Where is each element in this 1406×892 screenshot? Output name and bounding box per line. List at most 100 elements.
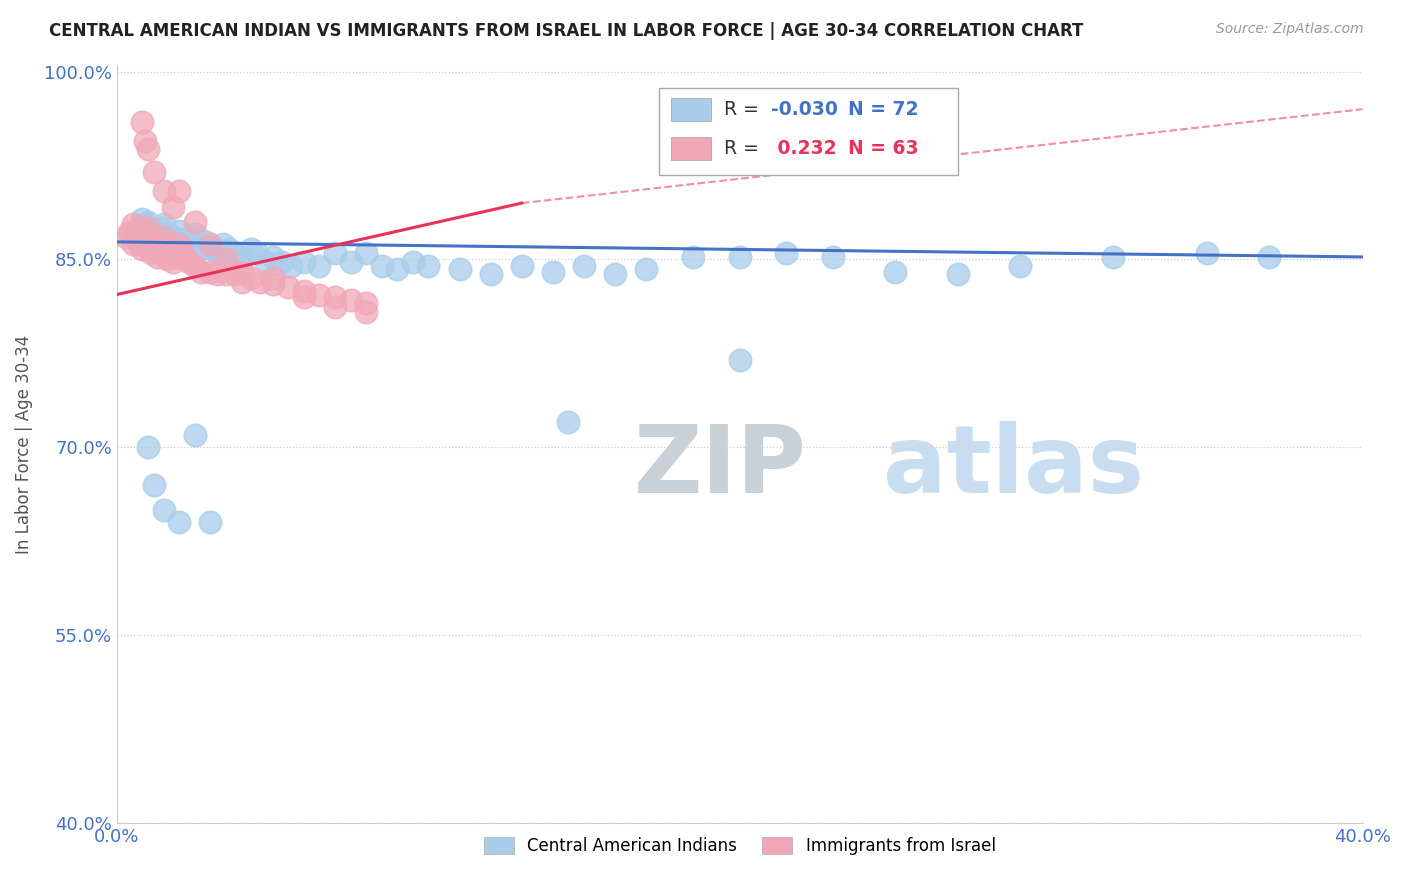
- Point: [134, 237, 156, 252]
- Point: [323, 300, 346, 314]
- Point: [323, 290, 346, 304]
- Point: [172, 246, 194, 260]
- Point: [370, 259, 392, 273]
- Point: [141, 230, 163, 244]
- Point: [354, 246, 377, 260]
- Point: [162, 246, 184, 260]
- Point: [292, 284, 315, 298]
- Text: R =: R =: [724, 138, 765, 158]
- Point: [134, 218, 156, 232]
- Point: [728, 250, 751, 264]
- Text: N = 72: N = 72: [848, 100, 918, 120]
- Point: [387, 262, 409, 277]
- Point: [200, 265, 222, 279]
- Point: [277, 280, 299, 294]
- Point: [339, 255, 361, 269]
- Point: [775, 246, 797, 260]
- Point: [143, 243, 166, 257]
- Point: [152, 230, 174, 244]
- Point: [131, 243, 153, 257]
- FancyBboxPatch shape: [671, 98, 711, 121]
- Point: [884, 265, 907, 279]
- Point: [134, 227, 156, 242]
- Point: [1258, 250, 1281, 264]
- FancyBboxPatch shape: [671, 136, 711, 160]
- Point: [224, 268, 246, 282]
- Point: [636, 262, 658, 277]
- Point: [224, 246, 246, 260]
- Point: [215, 268, 238, 282]
- Text: -0.030: -0.030: [770, 100, 838, 120]
- Point: [193, 234, 215, 248]
- Point: [152, 218, 174, 232]
- Point: [190, 243, 212, 257]
- Point: [136, 440, 159, 454]
- Point: [121, 227, 143, 242]
- Point: [136, 142, 159, 156]
- Point: [1008, 259, 1031, 273]
- Point: [174, 252, 197, 267]
- Point: [165, 250, 187, 264]
- Point: [728, 352, 751, 367]
- Point: [146, 237, 169, 252]
- Text: R =: R =: [724, 100, 765, 120]
- Point: [249, 275, 271, 289]
- Point: [202, 243, 225, 257]
- Point: [172, 234, 194, 248]
- Point: [184, 427, 207, 442]
- Point: [280, 259, 302, 273]
- Point: [184, 215, 207, 229]
- Point: [218, 243, 240, 257]
- Point: [136, 240, 159, 254]
- Point: [231, 250, 253, 264]
- Point: [180, 234, 202, 248]
- Point: [159, 243, 181, 257]
- Point: [165, 240, 187, 254]
- FancyBboxPatch shape: [659, 88, 957, 175]
- Point: [339, 293, 361, 307]
- Point: [402, 255, 425, 269]
- Point: [1195, 246, 1218, 260]
- Point: [136, 234, 159, 248]
- Point: [262, 250, 284, 264]
- Point: [136, 215, 159, 229]
- Point: [143, 478, 166, 492]
- Point: [946, 268, 969, 282]
- Point: [128, 221, 150, 235]
- Point: [449, 262, 471, 277]
- Point: [167, 184, 190, 198]
- Point: [156, 252, 179, 267]
- Point: [211, 237, 233, 252]
- Text: N = 63: N = 63: [848, 138, 918, 158]
- Point: [134, 134, 156, 148]
- Point: [256, 255, 278, 269]
- Point: [152, 503, 174, 517]
- Point: [308, 259, 330, 273]
- Point: [167, 516, 190, 530]
- Point: [292, 255, 315, 269]
- Point: [200, 240, 222, 254]
- Point: [128, 237, 150, 252]
- Point: [239, 243, 262, 257]
- Point: [121, 237, 143, 252]
- Point: [557, 415, 579, 429]
- Text: CENTRAL AMERICAN INDIAN VS IMMIGRANTS FROM ISRAEL IN LABOR FORCE | AGE 30-34 COR: CENTRAL AMERICAN INDIAN VS IMMIGRANTS FR…: [49, 22, 1084, 40]
- Point: [200, 516, 222, 530]
- Point: [143, 225, 166, 239]
- Point: [136, 221, 159, 235]
- Point: [146, 250, 169, 264]
- Point: [605, 268, 627, 282]
- Point: [131, 212, 153, 227]
- Point: [118, 225, 141, 239]
- Point: [682, 250, 704, 264]
- Point: [205, 246, 228, 260]
- Point: [231, 275, 253, 289]
- Point: [510, 259, 533, 273]
- Point: [162, 255, 184, 269]
- Point: [162, 230, 184, 244]
- Point: [121, 218, 143, 232]
- Point: [143, 165, 166, 179]
- Point: [156, 237, 179, 252]
- Point: [128, 221, 150, 235]
- Point: [184, 259, 207, 273]
